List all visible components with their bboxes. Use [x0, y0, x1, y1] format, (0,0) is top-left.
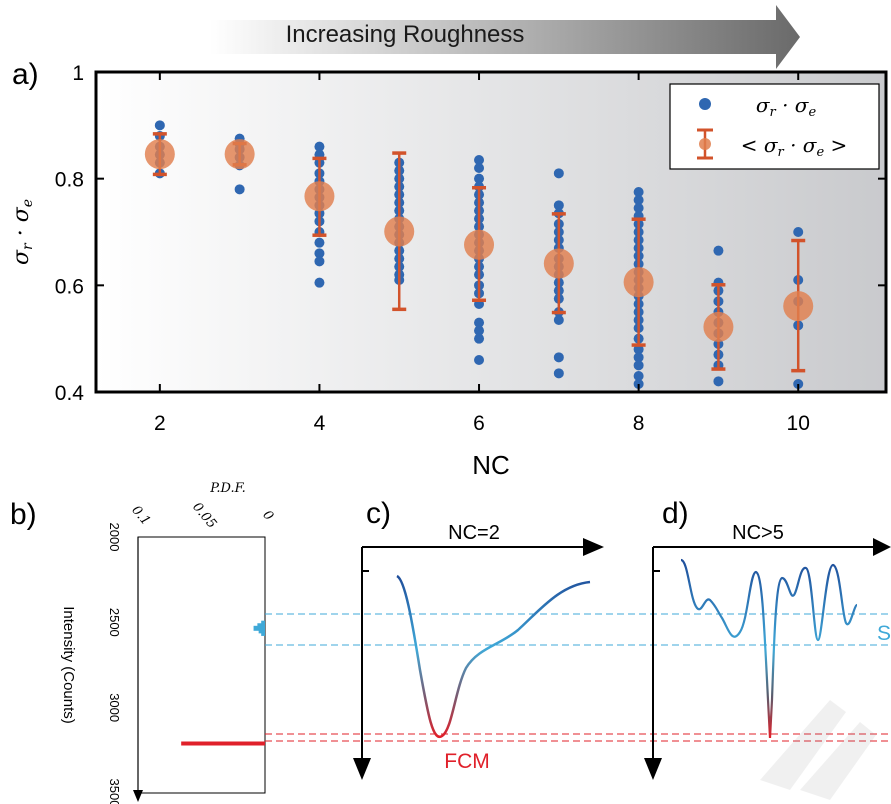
y-tick-label: 0.4 — [55, 382, 85, 405]
intensity-tick-label: 3500 — [107, 779, 122, 804]
mean-marker — [145, 139, 175, 169]
y-tick-label: 0.6 — [55, 275, 84, 298]
intensity-axis-title: Intensity (Counts) — [60, 606, 77, 724]
legend-point-marker — [699, 98, 711, 110]
x-tick-label: 4 — [314, 412, 326, 435]
x-axis-title: NC — [472, 450, 510, 480]
c-title: NC=2 — [448, 522, 500, 544]
x-tick-label: 10 — [787, 412, 810, 435]
legend-entry-points: σr · σe — [756, 93, 817, 120]
intensity-axis-arrow — [133, 790, 143, 802]
pdf-tick-label: 0.1 — [128, 503, 153, 528]
data-point — [474, 163, 484, 173]
mean-marker — [384, 216, 414, 246]
histogram-bar — [261, 631, 265, 636]
y-tick-label: 0.8 — [55, 169, 84, 192]
data-point — [155, 120, 165, 130]
y-tick-label: 1 — [72, 62, 84, 85]
data-point — [713, 246, 723, 256]
histogram-frame — [138, 537, 265, 793]
mean-marker — [544, 248, 574, 278]
intensity-tick-label: 2000 — [107, 523, 122, 552]
c-y-arrow — [353, 758, 371, 780]
c-intensity-curve — [397, 576, 590, 737]
banner-label: Increasing Roughness — [286, 21, 525, 48]
x-tick-label: 6 — [473, 412, 485, 435]
panel-c-label: c) — [366, 497, 391, 530]
mean-marker — [464, 230, 494, 260]
data-point — [634, 360, 644, 370]
watermark-logo — [760, 700, 876, 800]
panel-a-chart: 2 4 6 8 10 0.4 0.6 0.8 1 NC σr · σe σr · σe < σr… — [9, 62, 886, 480]
mean-marker — [783, 291, 813, 321]
c-fcm-annotation: FCM — [444, 750, 490, 773]
data-point — [314, 256, 324, 266]
data-point — [793, 227, 803, 237]
mean-marker — [703, 312, 733, 342]
data-point — [713, 376, 723, 386]
panel-d-label: d) — [662, 497, 689, 530]
reference-lines — [265, 614, 891, 741]
panel-a-label: a) — [12, 58, 39, 91]
panel-b-label: b) — [10, 498, 37, 531]
data-point — [235, 184, 245, 194]
legend-entry-mean: < σr · σe > — [741, 133, 848, 160]
data-point — [554, 352, 564, 362]
d-x-arrow — [873, 538, 891, 556]
data-point — [474, 334, 484, 344]
pdf-label: P.D.F. — [209, 481, 245, 496]
x-tick-label: 2 — [154, 412, 166, 435]
pdf-tick-label: 0.05 — [189, 500, 219, 532]
data-point — [554, 315, 564, 325]
roughness-banner: Increasing Roughness — [210, 5, 800, 69]
data-point — [314, 278, 324, 288]
data-point — [554, 368, 564, 378]
data-point — [554, 168, 564, 178]
histogram-bar — [181, 742, 265, 746]
panel-b-chart: P.D.F. 0.1 0.05 0 2000 2500 3000 3500 Intensit… — [60, 481, 276, 804]
legend: σr · σe < σr · σe > — [670, 84, 879, 169]
data-point — [314, 238, 324, 248]
data-point — [474, 355, 484, 365]
mean-marker — [624, 267, 654, 297]
x-tick-label: 8 — [633, 412, 645, 435]
mean-marker — [225, 139, 255, 169]
pdf-tick-label: 0 — [259, 508, 276, 524]
d-secondary-annotation: S — [877, 622, 891, 645]
d-title: NC>5 — [732, 522, 784, 544]
y-axis-title: σr · σe — [9, 199, 36, 265]
mean-errorbar — [225, 139, 255, 169]
c-x-arrow — [583, 538, 604, 556]
intensity-tick-label: 3000 — [107, 693, 122, 722]
intensity-tick-label: 2500 — [107, 608, 122, 637]
d-y-arrow — [644, 758, 662, 780]
mean-marker — [304, 181, 334, 211]
